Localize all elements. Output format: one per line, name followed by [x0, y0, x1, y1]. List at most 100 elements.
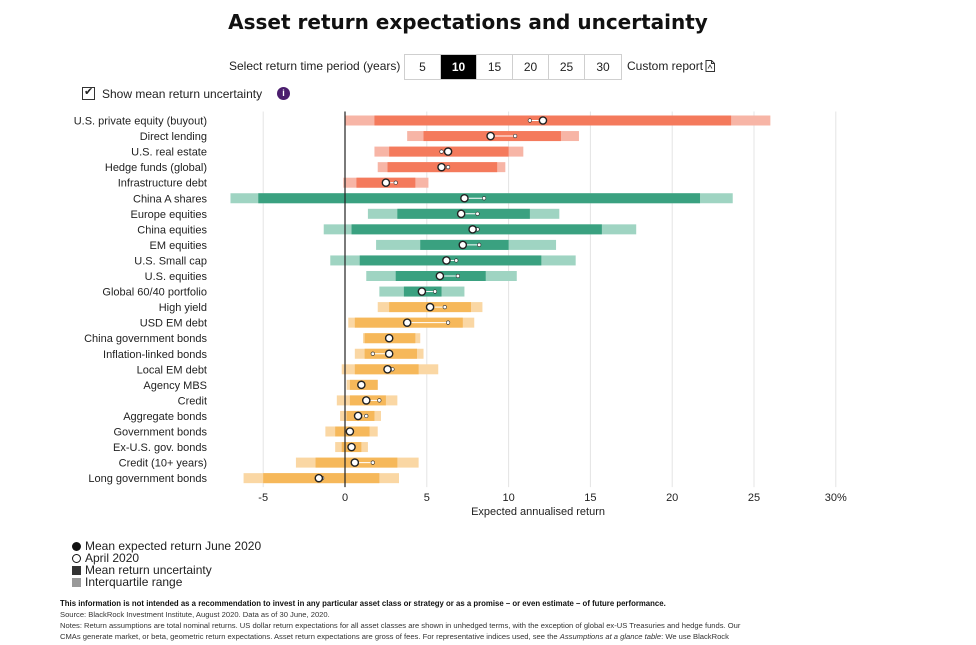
period-20-button[interactable]: 20: [513, 55, 549, 79]
notes-line-2-text: CMAs generate market, or beta, geometric…: [60, 632, 558, 641]
april-marker: [432, 289, 438, 294]
mean-marker: [381, 178, 391, 187]
mean-marker: [384, 349, 394, 359]
mean-marker: [383, 364, 392, 374]
assumptions-table-link[interactable]: Assumptions at a glance table: [559, 632, 662, 641]
row-label: Aggregate bonds: [123, 411, 207, 423]
row-labels: U.S. private equity (buyout) Direct lendi…: [74, 116, 208, 486]
april-marker: [445, 320, 451, 325]
notes-line-2: CMAs generate market, or beta, geometric…: [60, 631, 880, 642]
mean-marker: [350, 458, 360, 467]
row-label: China government bonds: [84, 333, 207, 345]
mean-marker: [357, 380, 366, 390]
footer-notes: This information is not intended as a re…: [60, 598, 880, 642]
source-note: Source: BlackRock Investment Institute, …: [60, 610, 330, 619]
mean-marker: [437, 162, 446, 172]
x-tick-label: 0: [342, 492, 348, 504]
april-marker: [455, 273, 460, 279]
row-label: Europe equities: [131, 209, 208, 221]
legend-iqr: Interquartile range: [72, 576, 261, 588]
mean-marker: [314, 473, 324, 483]
mean-marker: [353, 411, 363, 421]
mean-marker: [458, 240, 468, 250]
filled-circle-icon: [72, 541, 81, 551]
mean-marker: [417, 287, 427, 296]
period-30-button[interactable]: 30: [585, 55, 621, 79]
disclaimer: This information is not intended as a re…: [60, 599, 666, 608]
april-marker: [445, 165, 451, 170]
row-label: U.S. Small cap: [134, 255, 207, 267]
notes-line-2-end: : We use BlackRock: [661, 632, 729, 641]
legend: Mean expected return June 2020 April 202…: [72, 540, 261, 588]
row-label: Long government bonds: [88, 473, 207, 485]
row-label: Government bonds: [113, 427, 207, 439]
x-tick-label: 5: [424, 492, 430, 504]
period-10-button[interactable]: 10: [441, 55, 477, 79]
x-tick-label: 25: [748, 492, 760, 504]
period-25-button[interactable]: 25: [549, 55, 585, 79]
april-marker: [477, 242, 482, 247]
legend-mean-june: Mean expected return June 2020: [72, 540, 261, 552]
mean-marker: [442, 256, 451, 265]
mean-marker: [456, 209, 466, 219]
april-marker: [454, 258, 459, 263]
x-tick-label: 15: [584, 492, 596, 504]
row-label: Direct lending: [140, 131, 207, 143]
april-marker: [442, 305, 447, 310]
period-15-button[interactable]: 15: [477, 55, 513, 79]
period-5-button[interactable]: 5: [405, 55, 441, 79]
row-label: Agency MBS: [143, 380, 207, 392]
row-label: Local EM debt: [137, 364, 207, 376]
page-title: Asset return expectations and uncertaint…: [228, 10, 708, 34]
period-button-group: 5 10 15 20 25 30: [404, 54, 622, 80]
row-label: China A shares: [133, 193, 207, 205]
april-marker: [513, 133, 518, 139]
period-selector: Select return time period (years) 5 10 1…: [0, 54, 976, 80]
uncertainty-checkbox[interactable]: ✔: [82, 86, 95, 100]
row-label: Inflation-linked bonds: [103, 349, 207, 361]
custom-report-link[interactable]: Custom report: [627, 59, 716, 73]
x-tick-label: 10: [502, 492, 514, 504]
row-label: EM equities: [150, 240, 208, 252]
file-pdf-icon: [705, 60, 716, 72]
legend-uncertainty: Mean return uncertainty: [72, 564, 261, 576]
row-label: Global 60/40 portfolio: [102, 287, 207, 299]
uncertainty-toggle-label: Show mean return uncertainty: [102, 87, 263, 101]
row-label: U.S. real estate: [131, 147, 207, 159]
x-tick-label: 20: [666, 492, 678, 504]
bars: [230, 115, 771, 484]
row-label: Credit (10+ years): [119, 458, 207, 470]
row-label: High yield: [159, 302, 207, 314]
row-label: Hedge funds (global): [105, 162, 207, 174]
mean-marker: [347, 442, 356, 452]
mean-marker: [425, 302, 435, 312]
mean-marker: [486, 131, 495, 141]
mean-marker: [443, 147, 453, 156]
row-label: U.S. private equity (buyout): [74, 116, 207, 128]
range-chart: U.S. private equity (buyout) Direct lendi…: [74, 111, 847, 518]
light-square-icon: [72, 577, 81, 587]
april-marker: [377, 398, 382, 403]
open-circle-icon: [72, 553, 81, 563]
gridlines: [262, 111, 837, 488]
april-marker: [393, 180, 398, 185]
x-tick-label: -5: [258, 492, 268, 504]
uncertainty-bar: [374, 115, 732, 126]
mean-marker: [538, 116, 548, 125]
x-axis-title: Expected annualised return: [471, 506, 605, 518]
info-icon[interactable]: i: [277, 87, 290, 100]
april-marker: [527, 118, 532, 123]
mean-marker: [361, 396, 371, 405]
mean-marker: [460, 193, 469, 203]
notes-line-1: Notes: Return assumptions are total nomi…: [60, 621, 741, 630]
row-label: Ex-U.S. gov. bonds: [113, 442, 207, 454]
x-tick-label: 30%: [825, 492, 847, 504]
check-icon: ✔: [84, 86, 94, 98]
row-label: USD EM debt: [140, 318, 207, 330]
markers: [314, 116, 548, 483]
april-marker: [439, 149, 444, 154]
april-marker: [370, 460, 375, 465]
row-label: U.S. equities: [145, 271, 208, 283]
period-selector-label: Select return time period (years): [229, 59, 401, 73]
mean-marker: [402, 318, 412, 327]
